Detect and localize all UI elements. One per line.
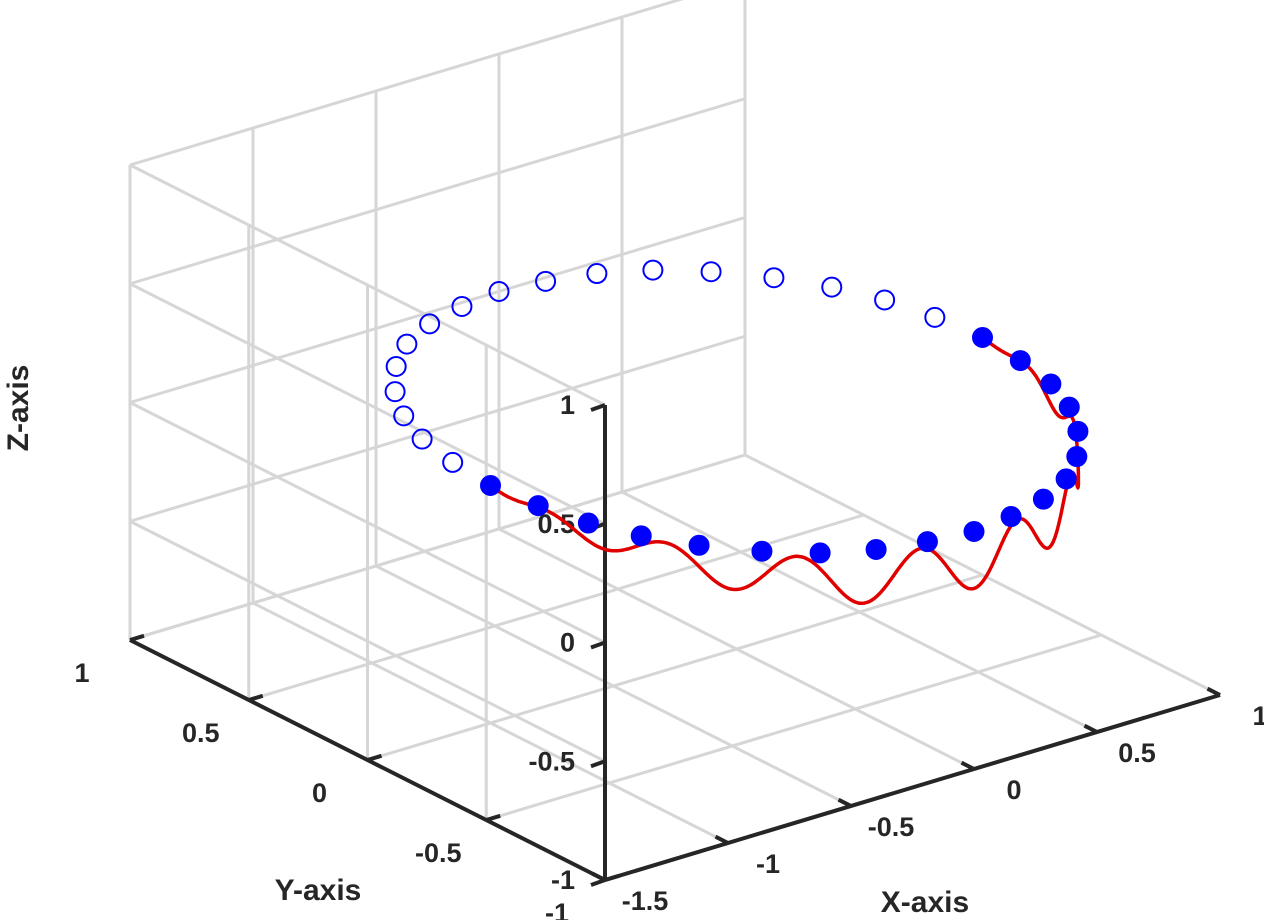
filled-marker xyxy=(1000,506,1022,528)
filled-marker xyxy=(1055,468,1077,490)
x-tick-label: 0.5 xyxy=(1118,738,1156,768)
z-tick-label: 1 xyxy=(560,390,575,420)
z-tick-label: 0 xyxy=(560,628,575,658)
open-marker xyxy=(642,259,664,281)
y-tick-label: 0 xyxy=(312,778,327,808)
open-marker xyxy=(763,267,785,289)
x-tick-label: -1 xyxy=(756,849,780,879)
filled-marker xyxy=(630,525,652,547)
open-marker xyxy=(396,333,418,355)
grid-line xyxy=(485,633,1102,822)
z-tick-label: -1 xyxy=(551,865,575,895)
open-marker xyxy=(700,261,722,283)
filled-marker xyxy=(1040,373,1062,395)
y-tick-mark xyxy=(485,813,501,822)
x-tick-mark xyxy=(1083,723,1098,734)
open-marker xyxy=(411,428,433,450)
open-marker xyxy=(384,381,406,403)
filled-marker xyxy=(1058,396,1080,418)
grid-line xyxy=(367,573,983,762)
x-tick-mark xyxy=(960,760,975,771)
z-tick-mark xyxy=(590,640,606,650)
x-tick-label: -1.5 xyxy=(622,886,669,916)
grid-line xyxy=(129,0,684,167)
grid-line xyxy=(129,401,606,644)
filled-marker xyxy=(809,542,831,564)
grid-line xyxy=(248,513,865,702)
x-tick-mark xyxy=(1206,686,1221,697)
y-axis-label: Y-axis xyxy=(275,874,362,907)
open-marker xyxy=(924,306,946,328)
open-marker xyxy=(442,451,464,473)
filled-marker xyxy=(1067,420,1089,442)
z-axis-label: Z-axis xyxy=(2,365,35,452)
filled-marker xyxy=(480,475,501,496)
y-tick-label: 1 xyxy=(74,658,89,688)
open-marker xyxy=(419,313,441,335)
grid-line xyxy=(129,453,746,642)
filled-marker xyxy=(1032,488,1054,510)
grid-lines xyxy=(128,0,1221,882)
x-axis-label: X-axis xyxy=(881,886,969,919)
grid-line xyxy=(129,519,606,763)
y-tick-label: 0.5 xyxy=(182,718,220,748)
grid-line xyxy=(129,216,746,404)
filled-marker xyxy=(577,512,599,534)
filled-marker xyxy=(1009,350,1031,372)
open-marker xyxy=(874,289,896,311)
open-marker xyxy=(586,263,608,285)
y-tick-label: -0.5 xyxy=(415,838,462,868)
y-tick-label: -1 xyxy=(545,898,569,920)
x-tick-label: -0.5 xyxy=(868,812,915,842)
filled-marker xyxy=(865,538,887,560)
z-tick-mark xyxy=(590,759,606,769)
open-marker xyxy=(451,295,473,317)
open-marker xyxy=(821,276,843,298)
grid-line xyxy=(129,282,606,526)
filled-marker xyxy=(527,495,549,517)
filled-marker xyxy=(916,531,938,553)
filled-marker xyxy=(688,534,710,556)
y-tick-mark xyxy=(366,753,383,762)
filled-marker xyxy=(963,521,985,542)
filled-marker xyxy=(972,327,993,348)
filled-marker xyxy=(1066,446,1088,468)
z-tick-mark xyxy=(590,878,606,887)
x-tick-label: 0 xyxy=(1006,775,1021,805)
filled-marker xyxy=(751,540,773,562)
data-layer xyxy=(384,259,1089,606)
grid-line xyxy=(129,163,606,407)
y-tick-mark xyxy=(604,873,620,882)
grid-line xyxy=(129,334,746,523)
x-tick-mark xyxy=(837,797,852,808)
x-tick-label: 1 xyxy=(1252,701,1264,731)
grid-line xyxy=(129,97,746,286)
open-marker xyxy=(385,355,407,377)
y-tick-mark xyxy=(129,633,145,642)
x-tick-mark xyxy=(714,834,729,845)
x-axis-line xyxy=(604,693,1221,882)
open-marker xyxy=(535,270,557,292)
red-curve xyxy=(489,336,1081,606)
open-marker xyxy=(488,281,510,302)
z-tick-label: -0.5 xyxy=(528,746,575,776)
z-tick-mark xyxy=(590,403,606,412)
axes xyxy=(129,403,1221,887)
open-marker xyxy=(393,405,415,427)
y-tick-mark xyxy=(248,693,264,702)
